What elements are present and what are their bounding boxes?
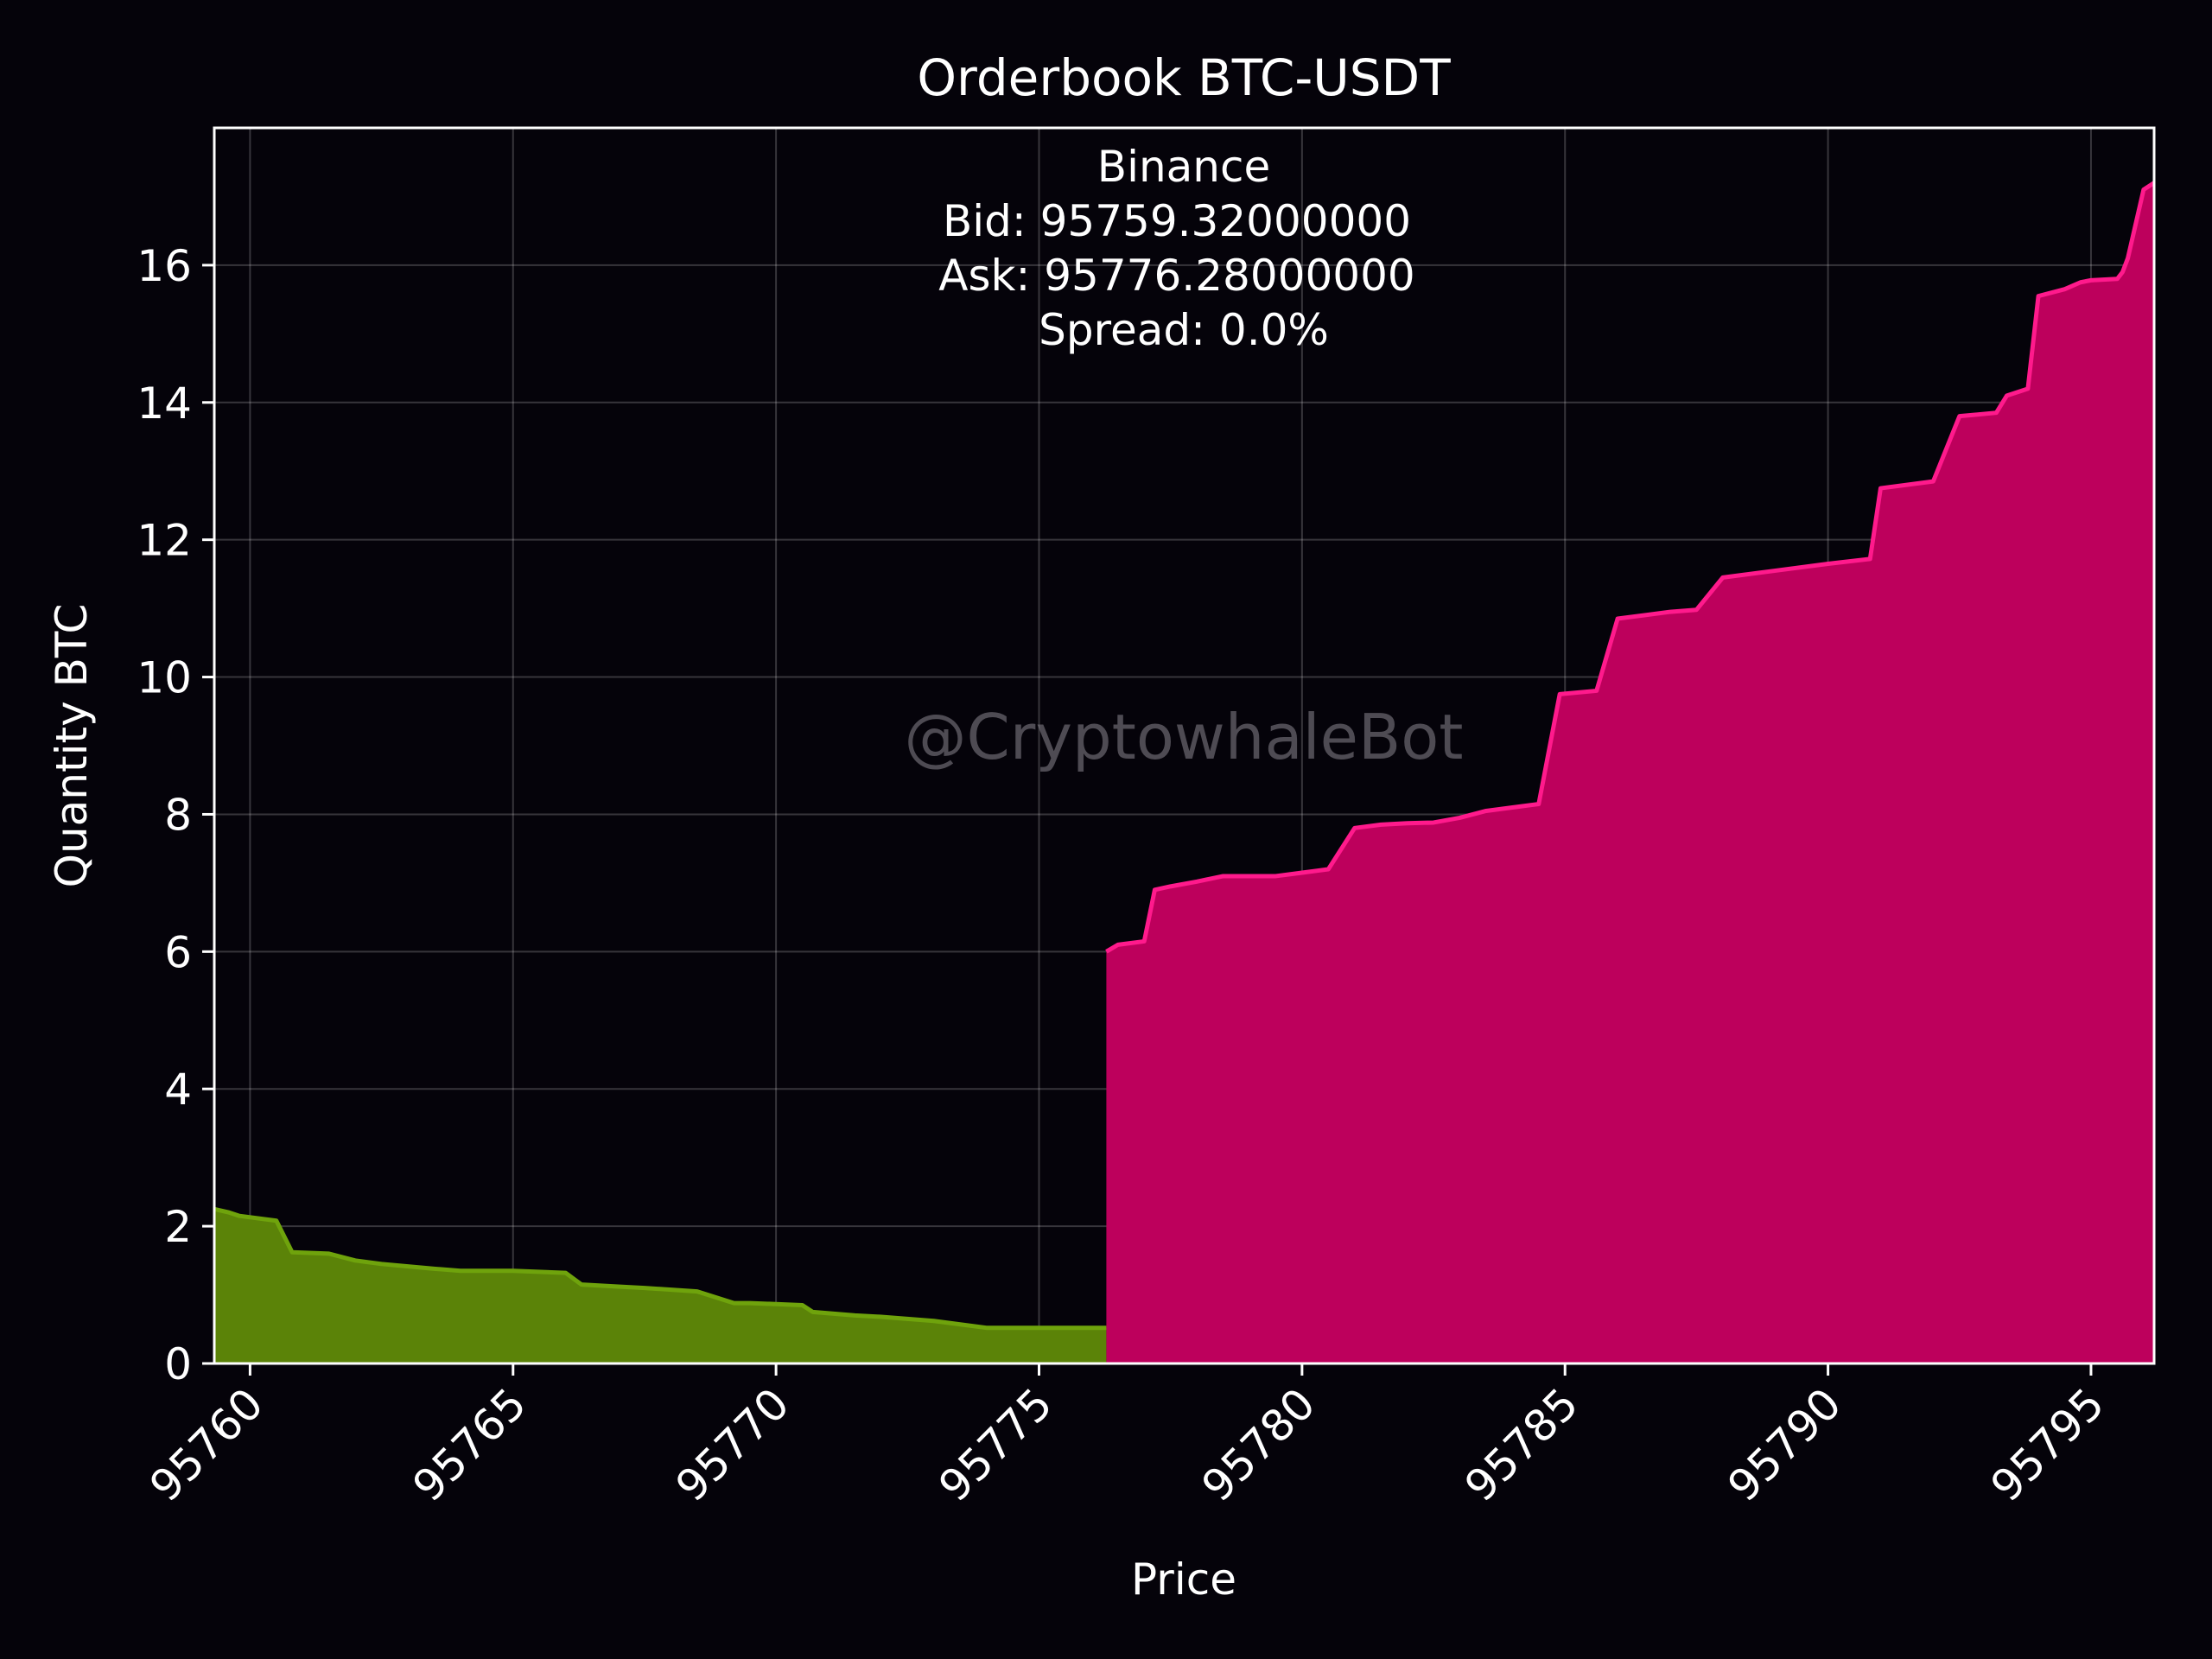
watermark: @CryptowhaleBot xyxy=(904,701,1463,773)
info-bid: Bid: 95759.32000000 xyxy=(943,196,1411,246)
y-tick-label: 14 xyxy=(137,378,192,429)
y-tick-label: 2 xyxy=(164,1202,192,1252)
info-spread: Spread: 0.0% xyxy=(1039,305,1329,355)
y-tick-label: 12 xyxy=(137,516,192,566)
chart-title: Orderbook BTC-USDT xyxy=(917,48,1451,107)
x-axis-label: Price xyxy=(1131,1554,1236,1605)
y-tick-label: 10 xyxy=(137,653,192,703)
y-axis-label: Quantity BTC xyxy=(47,604,97,888)
y-tick-label: 0 xyxy=(164,1339,192,1389)
info-exchange: Binance xyxy=(1097,142,1270,192)
plot-frame xyxy=(213,126,2156,1365)
info-ask: Ask: 95776.28000000 xyxy=(938,251,1414,301)
y-tick-label: 8 xyxy=(164,790,192,840)
y-tick-label: 16 xyxy=(137,241,192,291)
y-tick-label: 6 xyxy=(164,927,192,977)
bids-area xyxy=(214,1209,1107,1363)
depth-areas xyxy=(213,181,2156,1364)
asks-area xyxy=(1106,182,2154,1364)
y-tick-label: 4 xyxy=(164,1065,192,1115)
asks-line xyxy=(1105,181,2156,954)
bids-line xyxy=(213,1206,1107,1331)
